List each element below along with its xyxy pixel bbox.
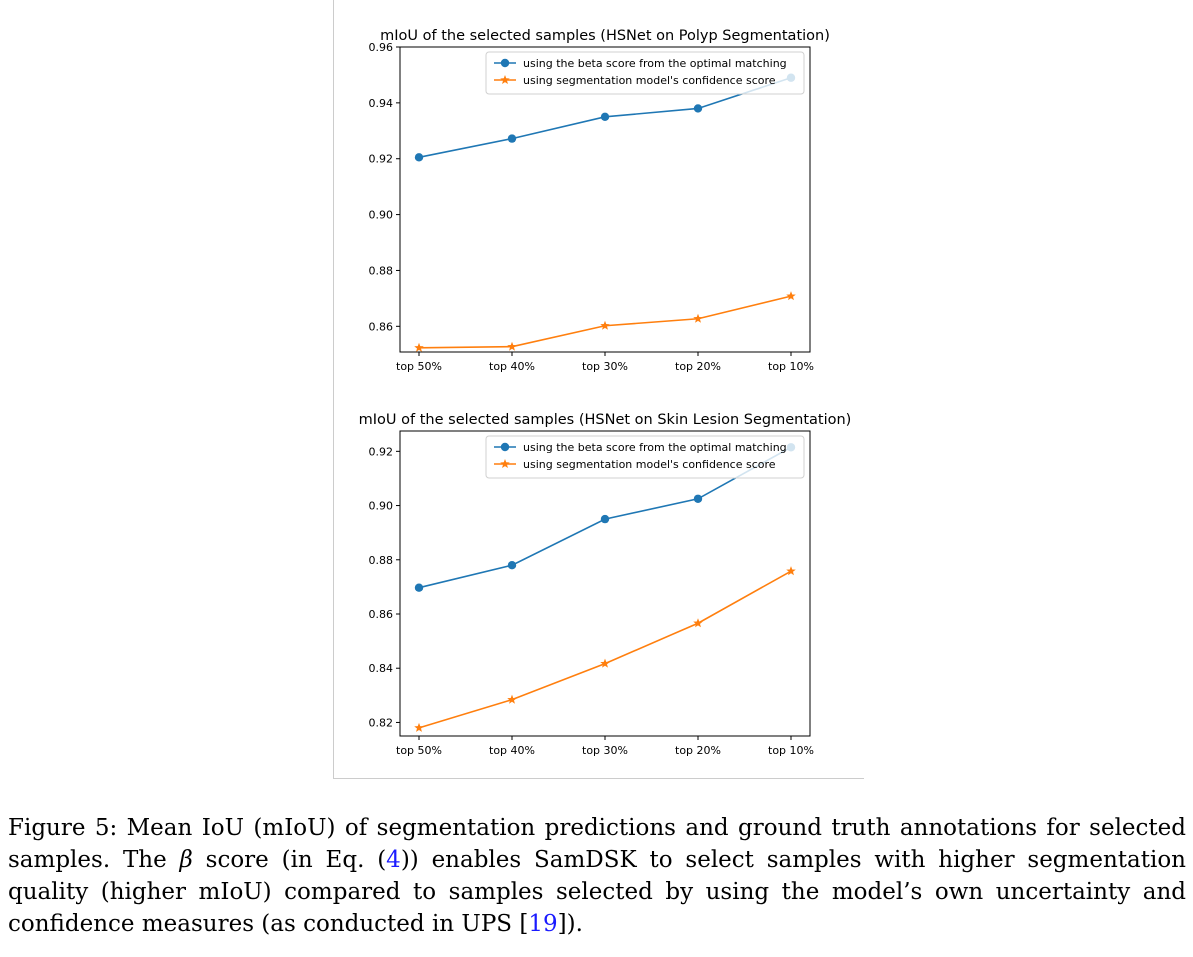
x-tick-label: top 20%	[675, 744, 721, 757]
chart-panel-2: mIoU of the selected samples (HSNet on S…	[359, 412, 852, 757]
x-tick-label: top 30%	[582, 744, 628, 757]
series-line	[418, 570, 792, 729]
x-tick-label: top 20%	[675, 360, 721, 373]
legend-swatch-marker	[500, 58, 510, 68]
x-tick-label: top 10%	[768, 360, 814, 373]
citation-ref-link[interactable]: 19	[528, 911, 558, 937]
y-tick-label: 0.82	[369, 716, 394, 729]
legend-box	[485, 51, 805, 95]
y-tick-label: 0.92	[369, 153, 394, 166]
caption-beta-symbol: β	[179, 847, 193, 873]
chart-panel-1: mIoU of the selected samples (HSNet on P…	[369, 28, 830, 373]
legend-label: using the beta score from the optimal ma…	[523, 441, 787, 454]
legend-swatch-marker	[500, 459, 510, 469]
caption-part-2: score (in Eq. (	[192, 847, 387, 873]
legend-swatch-marker	[500, 75, 510, 85]
y-tick-label: 0.90	[369, 209, 394, 222]
data-point	[507, 694, 517, 704]
y-tick-label: 0.96	[369, 41, 394, 54]
series-2	[414, 291, 796, 352]
data-point	[414, 342, 424, 352]
legend-label: using segmentation model's confidence sc…	[523, 74, 776, 87]
data-point	[693, 494, 703, 503]
legend-box	[485, 435, 805, 479]
chart-title: mIoU of the selected samples (HSNet on P…	[380, 28, 830, 44]
y-tick-label: 0.86	[369, 608, 394, 621]
figure-frame	[333, 0, 864, 779]
data-point	[507, 134, 517, 143]
legend-label: using segmentation model's confidence sc…	[523, 458, 776, 471]
data-point	[507, 561, 517, 570]
x-tick-label: top 40%	[489, 744, 535, 757]
data-point	[786, 291, 796, 301]
data-point	[600, 112, 610, 122]
data-point	[600, 658, 610, 668]
data-point	[507, 341, 517, 351]
x-tick-label: top 40%	[489, 360, 535, 373]
legend-label: using the beta score from the optimal ma…	[523, 57, 787, 70]
caption-part-3: )) enables SamDSK to select samples with…	[8, 847, 1186, 937]
chart-title: mIoU of the selected samples (HSNet on S…	[359, 412, 852, 428]
x-tick-label: top 10%	[768, 744, 814, 757]
y-tick-label: 0.94	[369, 97, 394, 110]
legend: using the beta score from the optimal ma…	[485, 51, 805, 95]
legend-swatch-marker	[500, 442, 510, 452]
y-tick-label: 0.90	[369, 500, 394, 513]
series-2	[414, 566, 796, 732]
y-tick-label: 0.84	[369, 662, 394, 675]
data-point	[693, 618, 703, 628]
legend: using the beta score from the optimal ma…	[485, 435, 805, 479]
y-tick-label: 0.88	[369, 264, 394, 277]
x-tick-label: top 50%	[396, 360, 442, 373]
y-tick-label: 0.92	[369, 445, 394, 458]
data-point	[414, 722, 424, 732]
figure-charts: mIoU of the selected samples (HSNet on P…	[359, 28, 852, 757]
y-tick-label: 0.86	[369, 320, 394, 333]
x-tick-label: top 50%	[396, 744, 442, 757]
data-point	[693, 313, 703, 323]
caption-part-1: Figure 5: Mean IoU (mIoU) of segmentatio…	[8, 815, 1186, 873]
equation-ref-link[interactable]: 4	[386, 847, 401, 873]
data-point	[600, 320, 610, 330]
data-point	[414, 153, 424, 162]
x-tick-label: top 30%	[582, 360, 628, 373]
data-point	[786, 566, 796, 576]
figure-caption: Figure 5: Mean IoU (mIoU) of segmentatio…	[8, 812, 1186, 940]
y-tick-label: 0.88	[369, 554, 394, 567]
data-point	[414, 583, 424, 592]
data-point	[600, 514, 610, 524]
data-point	[693, 104, 703, 113]
caption-part-4: ]).	[557, 911, 583, 937]
